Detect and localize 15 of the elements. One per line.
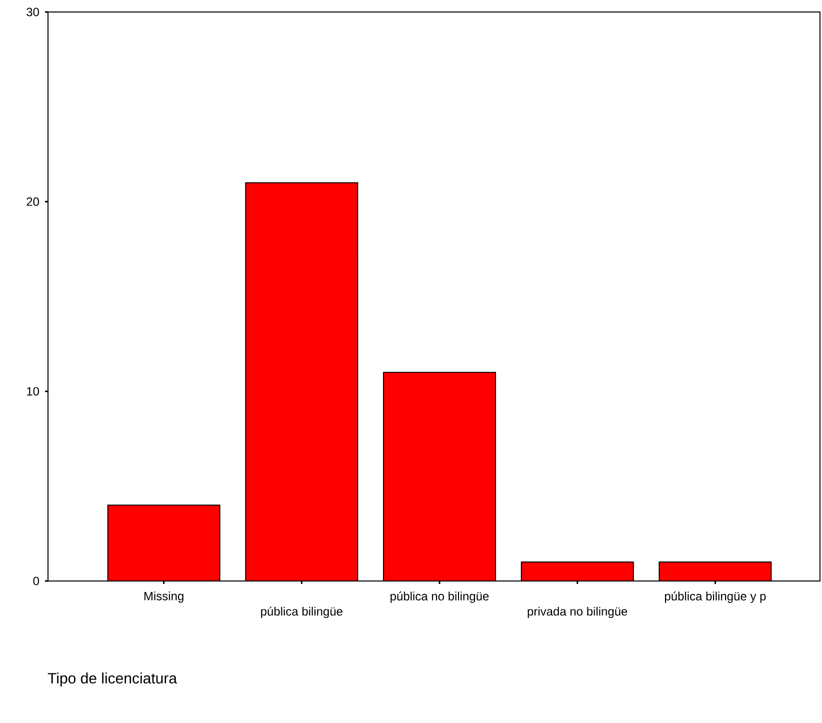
x-tick-label: Missing	[144, 592, 184, 603]
x-tick-label: pública bilingüe	[261, 606, 342, 618]
bar	[521, 562, 634, 581]
x-tick-label: pública bilingüe y p	[664, 592, 766, 603]
y-tick-label: 20	[26, 197, 39, 206]
x-tick-label: privada no bilingüe	[528, 606, 628, 618]
bar	[658, 562, 772, 581]
bar	[246, 182, 358, 581]
y-tick-label: 30	[26, 8, 39, 16]
y-tick-label: 10	[27, 387, 39, 396]
bar	[384, 372, 496, 581]
y-tick-label: 0	[33, 576, 40, 586]
x-tick-label: pública no bilingüe	[390, 592, 489, 603]
bar	[108, 505, 220, 581]
x-axis-title: Tipo de licenciatura	[48, 672, 178, 687]
